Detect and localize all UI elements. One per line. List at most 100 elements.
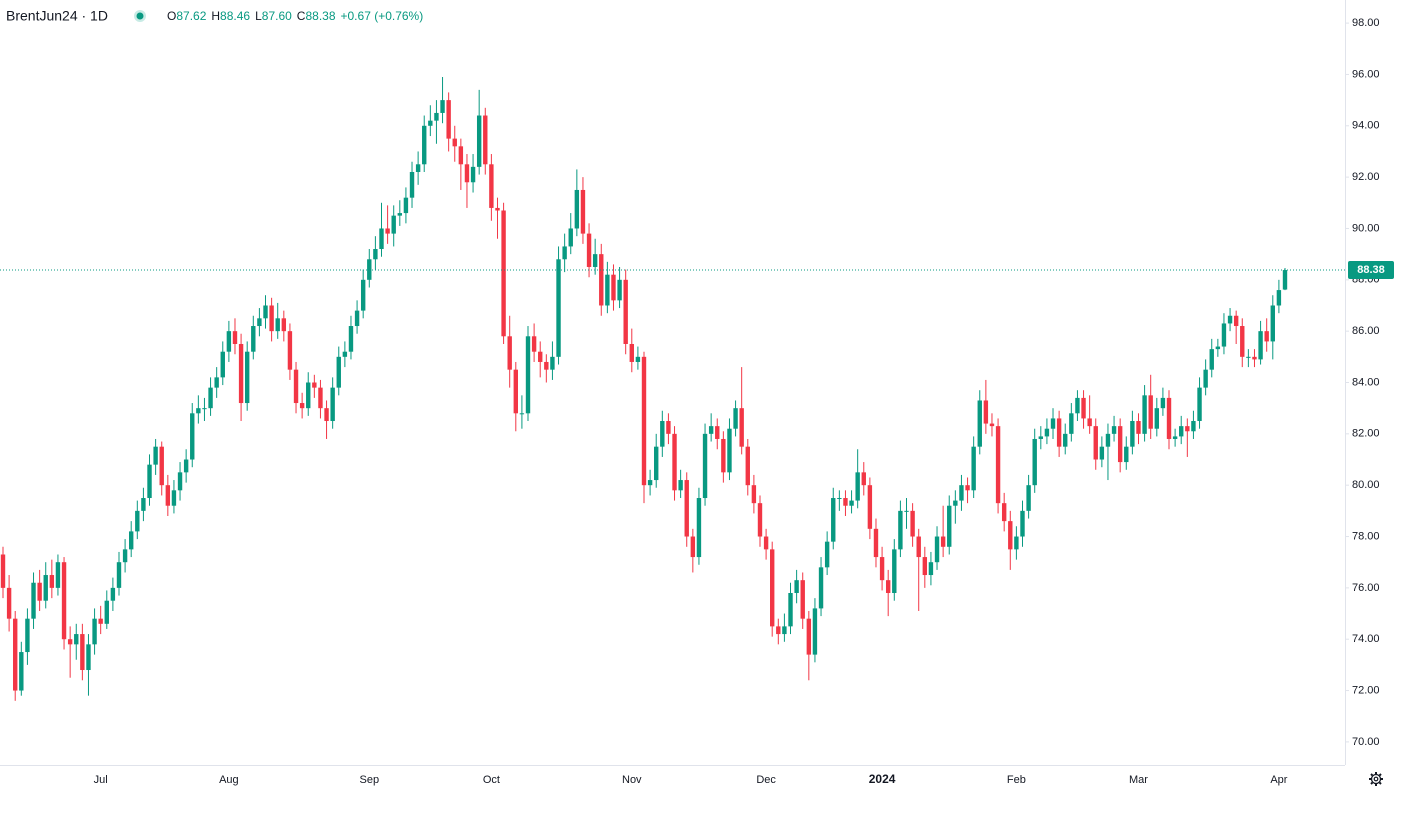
candle-body — [989, 423, 995, 427]
candle-body — [6, 587, 12, 619]
candle-body — [867, 485, 873, 529]
candle-body — [330, 387, 335, 422]
candle-body — [855, 472, 860, 501]
candle-body — [586, 233, 592, 267]
candle-body — [977, 400, 982, 447]
candle-body — [367, 259, 372, 280]
candle-body — [287, 331, 293, 370]
candle-body — [1081, 397, 1086, 419]
candle-body — [782, 626, 787, 635]
candle-body — [892, 549, 897, 594]
candle-body — [971, 446, 976, 491]
candle-body — [397, 213, 403, 216]
candle-body — [916, 536, 921, 558]
candle-body — [1172, 436, 1178, 439]
candle-body — [458, 146, 464, 165]
candle-body — [1026, 485, 1031, 511]
candle-body — [446, 100, 451, 139]
legend-change: +0.67 (+0.76%) — [341, 9, 424, 23]
x-tick-label: Feb — [1007, 774, 1026, 786]
candle-body — [299, 403, 305, 409]
candle-body — [1276, 290, 1282, 306]
candle-body — [953, 500, 958, 506]
candle-body — [324, 408, 329, 422]
candle-body — [983, 400, 989, 424]
candle-body — [1154, 408, 1159, 429]
y-tick-label: 86.00 — [1352, 325, 1380, 337]
candle-body — [635, 356, 641, 362]
candle-body — [519, 413, 525, 415]
candle-body — [312, 382, 317, 388]
candle-body — [1136, 421, 1141, 434]
candle-body — [232, 331, 238, 344]
candle-body — [849, 500, 854, 506]
candle-body — [1270, 305, 1275, 342]
candle-body — [934, 536, 940, 563]
candle-body — [959, 485, 964, 501]
legend-key: C — [297, 9, 306, 23]
candle-body — [470, 166, 476, 183]
candle-body — [678, 480, 683, 491]
candle-body — [1246, 356, 1251, 358]
candle-body — [147, 464, 152, 499]
candle-body — [61, 562, 67, 640]
y-tick-label: 70.00 — [1352, 736, 1380, 748]
candle-body — [812, 608, 818, 655]
candle-body — [666, 421, 671, 434]
candle-body — [318, 387, 323, 409]
candle-body — [904, 510, 909, 512]
candle-body — [873, 528, 879, 558]
x-tick-label: Oct — [483, 774, 500, 786]
candle-body — [818, 567, 824, 609]
candle-body — [483, 115, 488, 165]
candle-body — [281, 318, 287, 332]
candle-body — [263, 305, 268, 319]
candle-body — [568, 228, 573, 247]
candle-body — [434, 112, 439, 121]
y-tick-label: 84.00 — [1352, 376, 1380, 388]
status-dot — [136, 12, 144, 20]
candle-body — [1032, 438, 1037, 486]
legend-value: 87.60 — [262, 9, 292, 23]
candle-body — [513, 369, 518, 414]
candle-body — [965, 485, 970, 491]
candle-body — [428, 120, 433, 126]
candle-body — [293, 369, 299, 404]
legend-value: 87.62 — [176, 9, 206, 23]
candle-body — [171, 490, 177, 506]
candle-body — [190, 413, 195, 460]
candle-body — [556, 259, 561, 357]
candle-body — [684, 480, 689, 537]
candle-body — [995, 426, 1001, 504]
candle-body — [336, 356, 341, 388]
candle-body — [721, 438, 726, 473]
candle-body — [672, 433, 677, 491]
candle-body — [1185, 426, 1190, 432]
candle-body — [1233, 315, 1239, 327]
candle-body — [660, 421, 665, 447]
candle-body — [1221, 323, 1227, 347]
candle-body — [947, 505, 952, 547]
candle-body — [885, 580, 891, 594]
candle-body — [1264, 331, 1269, 342]
candle-body — [1001, 503, 1007, 522]
settings-icon[interactable] — [1369, 772, 1383, 786]
symbol[interactable]: BrentJun24 · 1D — [6, 8, 108, 24]
candle-body — [409, 171, 415, 198]
candle-body — [208, 387, 213, 409]
candle-body — [226, 331, 232, 352]
candle-body — [1179, 426, 1184, 437]
candle-body — [690, 536, 696, 558]
candle-body — [116, 562, 122, 588]
y-tick-label: 98.00 — [1352, 17, 1380, 29]
candle-body — [244, 351, 250, 404]
candle-body — [1215, 346, 1221, 350]
candle-body — [843, 498, 848, 506]
x-tick-label: Apr — [1270, 774, 1287, 786]
candle-body — [1197, 387, 1202, 422]
candle-body — [202, 408, 207, 410]
candle-body — [122, 549, 128, 563]
candle-body — [1008, 521, 1013, 550]
